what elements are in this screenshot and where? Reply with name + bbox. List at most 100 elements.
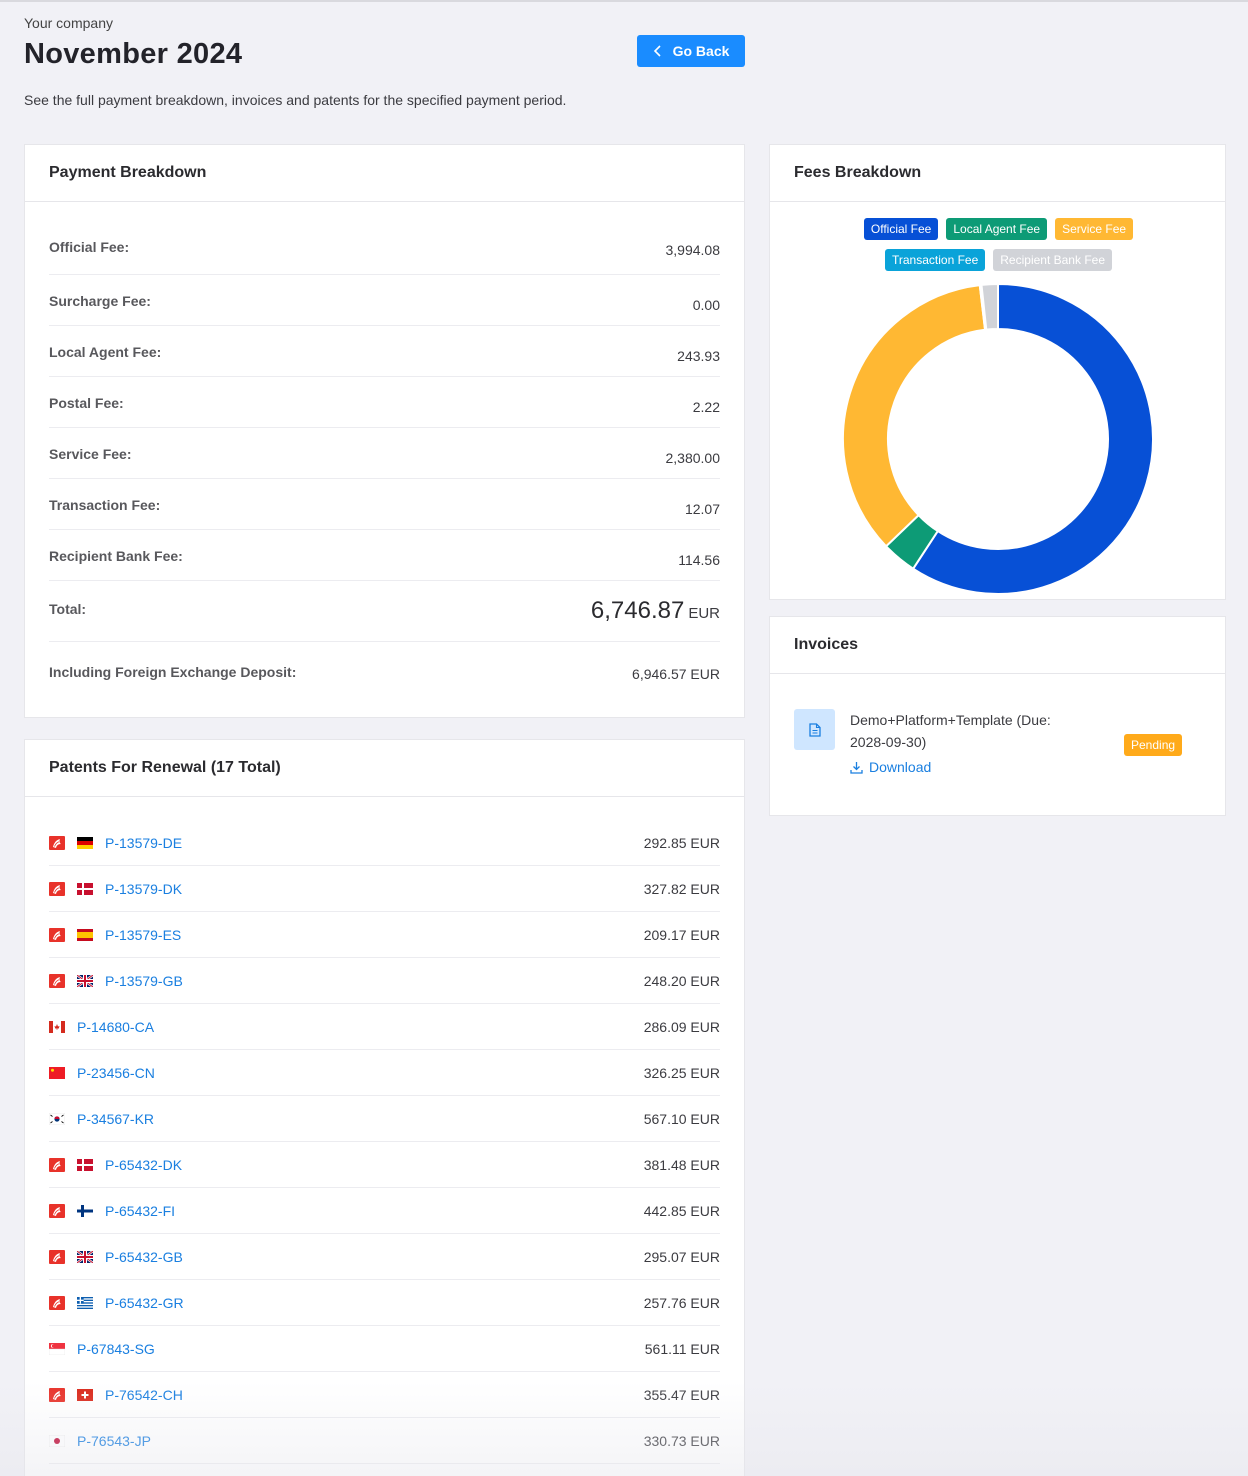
patent-link[interactable]: P-76543-JP bbox=[77, 1433, 151, 1449]
patent-link[interactable]: P-13579-GB bbox=[105, 973, 183, 989]
patent-row: P-13579-DK 327.82 EUR bbox=[49, 866, 720, 912]
fi-flag-icon bbox=[77, 1205, 93, 1217]
pay-row-value: 12.07 bbox=[684, 501, 720, 517]
chart-legend-row-2: Transaction Fee Recipient Bank Fee bbox=[770, 249, 1227, 271]
dk-flag-icon bbox=[77, 883, 93, 895]
patent-link[interactable]: P-23456-CN bbox=[77, 1065, 155, 1081]
fx-value: 6,946.57 EUR bbox=[632, 666, 720, 682]
patent-list: P-13579-DE 292.85 EUR P-13579-DK 327.82 EUR… bbox=[25, 797, 744, 1464]
payment-breakdown-title: Payment Breakdown bbox=[25, 145, 744, 202]
invoice-download-label: Download bbox=[869, 759, 932, 775]
pay-row-value: 0.00 bbox=[692, 297, 720, 313]
patent-link[interactable]: P-65432-GB bbox=[105, 1249, 183, 1265]
patent-amount: 292.85 EUR bbox=[643, 835, 720, 851]
chevron-left-icon bbox=[653, 45, 661, 57]
patents-card: Patents For Renewal (17 Total) P-13579-D… bbox=[24, 739, 745, 1476]
patent-amount: 327.82 EUR bbox=[643, 881, 720, 897]
download-icon bbox=[850, 761, 863, 774]
patent-amount: 257.76 EUR bbox=[643, 1295, 720, 1311]
cn-flag-icon bbox=[49, 1067, 65, 1079]
legend-service-fee[interactable]: Service Fee bbox=[1055, 218, 1134, 240]
ep-patent-icon bbox=[49, 1388, 65, 1402]
patent-link[interactable]: P-76542-CH bbox=[105, 1387, 183, 1403]
patent-link[interactable]: P-67843-SG bbox=[77, 1341, 155, 1357]
invoice-download-link[interactable]: Download bbox=[850, 759, 931, 775]
legend-official-fee[interactable]: Official Fee bbox=[863, 218, 939, 240]
patent-row: P-34567-KR 567.10 EUR bbox=[49, 1096, 720, 1142]
patent-link[interactable]: P-14680-CA bbox=[77, 1019, 155, 1035]
pay-row-value: 243.93 bbox=[677, 348, 720, 364]
patent-amount: 567.10 EUR bbox=[643, 1111, 720, 1127]
status-badge: Pending bbox=[1124, 734, 1183, 756]
pay-row-official-fee: Official Fee: 3,994.08 bbox=[49, 202, 720, 275]
patent-row: P-65432-GR 257.76 EUR bbox=[49, 1280, 720, 1326]
ep-patent-icon bbox=[49, 974, 65, 988]
ep-patent-icon bbox=[49, 836, 65, 850]
patent-amount: 442.85 EUR bbox=[643, 1203, 720, 1219]
donut-slice-recipient-bank-fee[interactable] bbox=[980, 284, 999, 331]
page-title: November 2024 bbox=[24, 38, 243, 70]
legend-local-agent-fee[interactable]: Local Agent Fee bbox=[946, 218, 1048, 240]
invoice-name: Demo+Platform+Template (Due: 2028-09-30) bbox=[850, 712, 1051, 750]
page-subtitle: See the full payment breakdown, invoices… bbox=[24, 92, 567, 108]
fees-donut-chart bbox=[843, 284, 1153, 594]
patent-row: P-23456-CN 326.25 EUR bbox=[49, 1050, 720, 1096]
donut-slice-official-fee[interactable] bbox=[911, 284, 1153, 594]
patent-link[interactable]: P-65432-GR bbox=[105, 1295, 184, 1311]
patent-row: P-65432-FI 442.85 EUR bbox=[49, 1188, 720, 1234]
patent-amount: 209.17 EUR bbox=[643, 927, 720, 943]
ep-patent-icon bbox=[49, 1296, 65, 1310]
pay-row-value: 3,994.08 bbox=[665, 242, 721, 258]
patent-row: P-76543-JP 330.73 EUR bbox=[49, 1418, 720, 1464]
pay-row-label: Official Fee: bbox=[49, 239, 130, 255]
pay-row-recipient-bank-fee: Recipient Bank Fee: 114.56 bbox=[49, 530, 720, 581]
total-label: Total: bbox=[49, 601, 87, 617]
patent-amount: 381.48 EUR bbox=[643, 1157, 720, 1173]
dk-flag-icon bbox=[77, 1159, 93, 1171]
pay-row-label: Surcharge Fee: bbox=[49, 293, 151, 309]
legend-recipient-bank-fee[interactable]: Recipient Bank Fee bbox=[993, 249, 1112, 271]
patent-link[interactable]: P-65432-DK bbox=[105, 1157, 183, 1173]
jp-flag-icon bbox=[49, 1435, 65, 1447]
payment-breakdown-card: Payment Breakdown Official Fee: 3,994.08… bbox=[24, 144, 745, 718]
gb-flag-icon bbox=[77, 975, 93, 987]
sg-flag-icon bbox=[49, 1343, 65, 1355]
pay-row-label: Service Fee: bbox=[49, 446, 132, 462]
patent-row: P-65432-GB 295.07 EUR bbox=[49, 1234, 720, 1280]
total-currency: EUR bbox=[688, 605, 720, 622]
patent-row: P-13579-DE 292.85 EUR bbox=[49, 797, 720, 866]
company-name: Your company bbox=[24, 15, 113, 31]
patent-link[interactable]: P-13579-DK bbox=[105, 881, 183, 897]
donut-slice-service-fee[interactable] bbox=[843, 284, 987, 548]
pay-row-label: Postal Fee: bbox=[49, 395, 124, 411]
pay-row-value: 114.56 bbox=[678, 552, 720, 568]
go-back-button[interactable]: Go Back bbox=[637, 35, 745, 67]
fees-breakdown-card: Fees Breakdown Official Fee Local Agent … bbox=[769, 144, 1226, 600]
pay-row-label: Local Agent Fee: bbox=[49, 344, 162, 360]
patent-amount: 355.47 EUR bbox=[643, 1387, 720, 1403]
patent-row: P-13579-GB 248.20 EUR bbox=[49, 958, 720, 1004]
invoices-card: Invoices Demo+Platform+Template (Due: 20… bbox=[769, 616, 1226, 816]
ep-patent-icon bbox=[49, 1204, 65, 1218]
ep-patent-icon bbox=[49, 882, 65, 896]
patent-row: P-13579-ES 209.17 EUR bbox=[49, 912, 720, 958]
patent-link[interactable]: P-34567-KR bbox=[77, 1111, 155, 1127]
patent-amount: 330.73 EUR bbox=[643, 1433, 720, 1449]
pay-row-transaction-fee: Transaction Fee: 12.07 bbox=[49, 479, 720, 530]
patent-link[interactable]: P-13579-DE bbox=[105, 835, 183, 851]
pay-row-total: Total: 6,746.87 EUR bbox=[49, 581, 720, 642]
patent-link[interactable]: P-13579-ES bbox=[105, 927, 182, 943]
ep-patent-icon bbox=[49, 928, 65, 942]
pay-row-service-fee: Service Fee: 2,380.00 bbox=[49, 428, 720, 479]
ep-patent-icon bbox=[49, 1158, 65, 1172]
legend-transaction-fee[interactable]: Transaction Fee bbox=[885, 249, 986, 271]
patent-row: P-76542-CH 355.47 EUR bbox=[49, 1372, 720, 1418]
patent-amount: 561.11 EUR bbox=[644, 1341, 720, 1357]
total-amount: 6,746.87 bbox=[590, 597, 685, 624]
pay-row-label: Recipient Bank Fee: bbox=[49, 548, 183, 564]
ep-patent-icon bbox=[49, 1250, 65, 1264]
patent-row: P-65432-DK 381.48 EUR bbox=[49, 1142, 720, 1188]
patent-link[interactable]: P-65432-FI bbox=[105, 1203, 176, 1219]
go-back-label: Go Back bbox=[672, 43, 730, 59]
fx-label: Including Foreign Exchange Deposit: bbox=[49, 664, 297, 680]
